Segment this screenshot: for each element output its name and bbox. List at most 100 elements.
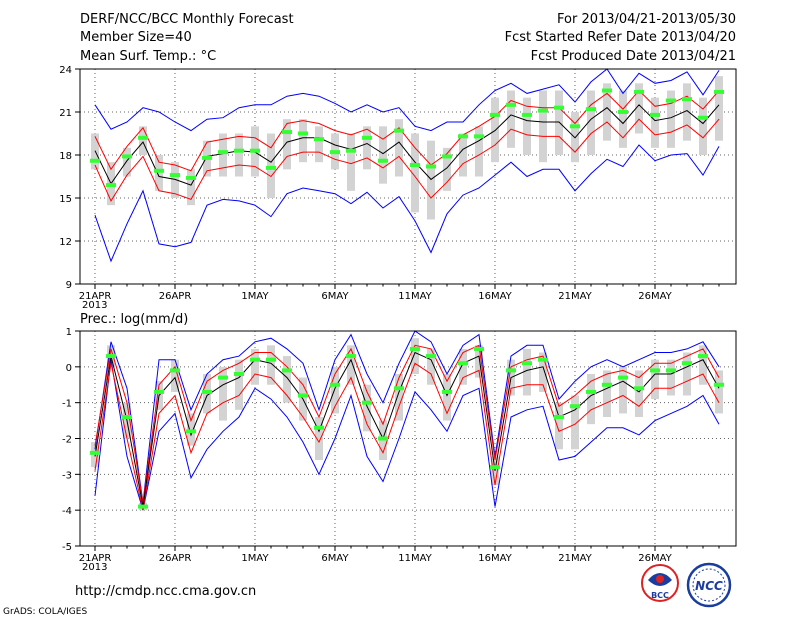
precip-year-label: 2013 xyxy=(82,562,107,573)
precip-min-line xyxy=(94,359,720,511)
temperature-xtick-label-4: 11MAY xyxy=(398,291,432,302)
temperature-obs-mark-37 xyxy=(682,97,692,102)
produced-date-label: Fcst Produced Date 2013/04/21 xyxy=(531,49,736,64)
precip-xtick-label-3: 6MAY xyxy=(321,553,349,564)
temperature-obs-mark-10 xyxy=(250,148,260,153)
temperature-obs-mark-14 xyxy=(314,137,324,142)
precip-obs-mark-11 xyxy=(266,357,276,362)
precip-obs-mark-0 xyxy=(90,450,100,455)
temperature-obs-mark-39 xyxy=(714,89,724,94)
temperature-spread-box-12 xyxy=(283,119,291,170)
temperature-xtick-label-5: 16MAY xyxy=(478,291,512,302)
precip-spread-box-17 xyxy=(363,384,371,432)
precip-obs-mark-18 xyxy=(378,436,388,441)
precip-spread-box-37 xyxy=(683,352,691,396)
precip-obs-mark-36 xyxy=(666,368,676,373)
precip-ytick-label-0: -5 xyxy=(62,542,72,553)
temperature-obs-mark-15 xyxy=(330,150,340,155)
temperature-xtick-label-6: 21MAY xyxy=(558,291,592,302)
temperature-obs-mark-36 xyxy=(666,98,676,103)
precip-obs-mark-26 xyxy=(506,368,516,373)
temperature-upper-1sd-line xyxy=(94,89,720,172)
period-label: For 2013/04/21-2013/05/30 xyxy=(557,12,736,27)
precip-lower-1sd-line xyxy=(94,362,720,511)
precip-spread-box-39 xyxy=(715,370,723,414)
grads-credit: GrADS: COLA/IGES xyxy=(3,607,87,617)
precip-spread-box-10 xyxy=(251,348,259,385)
precip-obs-mark-17 xyxy=(362,400,372,405)
temperature-spread-box-17 xyxy=(363,126,371,170)
precip-spread-box-24 xyxy=(475,345,483,378)
precip-obs-mark-22 xyxy=(442,389,452,394)
precip-spread-box-21 xyxy=(427,348,435,385)
temperature-spread-box-27 xyxy=(523,97,531,155)
precip-spread-box-31 xyxy=(587,374,595,425)
temperature-obs-mark-8 xyxy=(218,150,228,155)
precip-obs-mark-25 xyxy=(490,465,500,470)
precip-obs-mark-14 xyxy=(314,425,324,430)
temperature-obs-mark-23 xyxy=(458,134,468,139)
precip-spread-box-27 xyxy=(523,348,531,396)
precip-obs-mark-32 xyxy=(602,382,612,387)
precip-obs-mark-39 xyxy=(714,382,724,387)
precip-grid xyxy=(80,331,736,546)
precip-obs-mark-30 xyxy=(570,404,580,409)
temperature-ytick-label-1: 12 xyxy=(59,237,72,248)
temperature-max-line xyxy=(94,68,720,132)
temperature-obs-mark-22 xyxy=(442,154,452,159)
precip-obs-mark-29 xyxy=(554,415,564,419)
temperature-spread-box-32 xyxy=(603,83,611,141)
temperature-spread-box-33 xyxy=(619,90,627,148)
temperature-xtick-label-7: 26MAY xyxy=(638,291,672,302)
precip-mean-line xyxy=(94,351,720,507)
temperature-spread-box-22 xyxy=(443,147,451,191)
precip-spread-box-22 xyxy=(443,374,451,421)
precip-spread-box-8 xyxy=(219,366,227,421)
precip-obs-mark-15 xyxy=(330,382,340,387)
temperature-obs-mark-26 xyxy=(506,102,516,107)
source-url[interactable]: http://cmdp.ncc.cma.gov.cn xyxy=(75,584,256,599)
temperature-spread-boxes xyxy=(91,76,723,220)
temperature-spread-box-29 xyxy=(555,90,563,155)
precip-spread-box-23 xyxy=(459,348,467,385)
precip-obs-mark-27 xyxy=(522,361,532,366)
precip-obs-mark-28 xyxy=(538,357,548,362)
temperature-mean-line xyxy=(94,104,720,186)
precip-ytick-label-5: 0 xyxy=(66,363,72,374)
temperature-spread-box-18 xyxy=(379,126,387,184)
precip-spread-box-29 xyxy=(555,402,563,450)
precip-obs-mark-24 xyxy=(474,346,484,351)
temperature-obs-mark-34 xyxy=(634,89,644,94)
precip-obs-mark-9 xyxy=(234,372,244,376)
variable-label: Mean Surf. Temp.: °C xyxy=(80,49,216,64)
bcc-logo: BCC xyxy=(641,564,679,602)
figure-title: DERF/NCC/BCC Monthly Forecast xyxy=(80,12,294,27)
temperature-panel: 9 12 15 18 21 24 21APR 26APR 1MAY 6MAY 11MAY 16MAY… xyxy=(59,65,737,311)
temperature-obs-mark-3 xyxy=(138,135,148,140)
temperature-obs-mark-30 xyxy=(570,124,580,129)
temperature-obs-mark-17 xyxy=(362,135,372,140)
temperature-year-label: 2013 xyxy=(82,300,107,311)
precip-spread-box-33 xyxy=(619,366,627,414)
precip-obs-mark-5 xyxy=(170,368,180,373)
temperature-xtick-label-0: 21APR xyxy=(79,291,112,302)
precip-spread-box-36 xyxy=(667,359,675,396)
precip-xtick-label-2: 1MAY xyxy=(241,553,269,564)
temperature-obs-mark-13 xyxy=(298,131,308,136)
precip-obs-mark-10 xyxy=(250,357,260,362)
precip-xtick-label-4: 11MAY xyxy=(398,553,432,564)
precip-spread-box-9 xyxy=(235,359,243,410)
temperature-obs-mark-24 xyxy=(474,134,484,139)
precip-max-line xyxy=(94,330,720,504)
temperature-xtick-label-2: 1MAY xyxy=(241,291,269,302)
ncc-logo-text: NCC xyxy=(695,579,723,593)
precip-obs-mark-38 xyxy=(698,354,708,359)
precip-obs-mark-1 xyxy=(106,354,116,359)
precip-spread-box-38 xyxy=(699,345,707,385)
temperature-obs-mark-19 xyxy=(394,128,404,133)
temperature-spread-box-37 xyxy=(683,83,691,141)
precip-spread-box-35 xyxy=(651,359,659,400)
started-date-label: Fcst Started Refer Date 2013/04/20 xyxy=(505,30,736,45)
temperature-x-ticks: 21APR 26APR 1MAY 6MAY 11MAY 16MAY 21MAY 26MAY xyxy=(79,284,720,302)
